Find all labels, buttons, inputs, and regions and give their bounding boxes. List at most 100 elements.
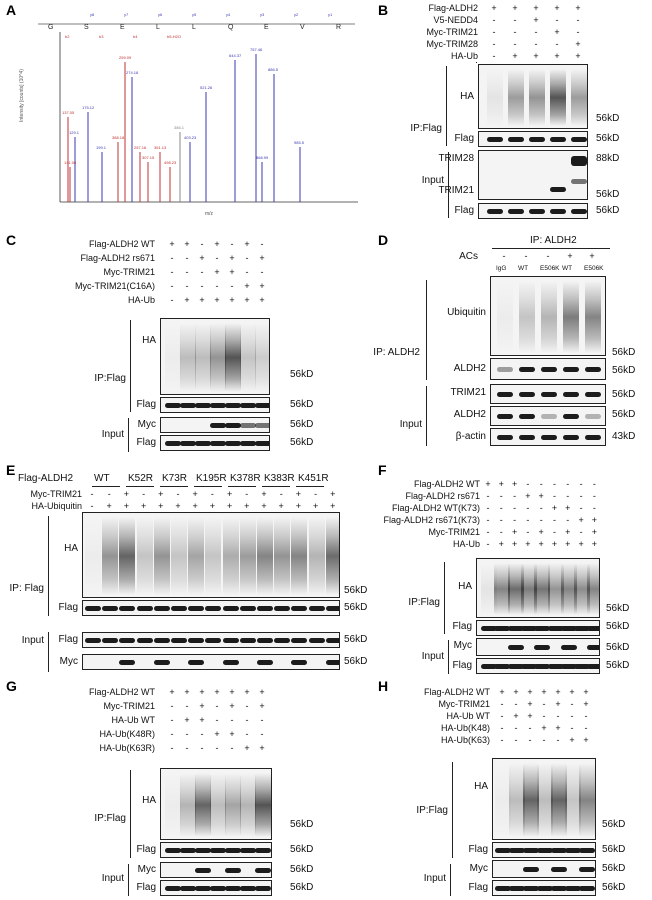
- mw-marker: 56kD: [606, 603, 630, 614]
- ubiquitin-smear: [541, 281, 557, 353]
- condition-sign: -: [499, 503, 503, 513]
- blot-band: [523, 848, 539, 853]
- blot-target: Ubiquitin: [447, 307, 486, 318]
- peak-label: 274.18: [126, 70, 139, 75]
- mutant-label: K73R: [162, 473, 188, 484]
- condition-sign: +: [538, 491, 544, 501]
- condition-sign: -: [579, 503, 583, 513]
- panel-f: Flag-ALDH2 WT + + + - - - - - - Flag-ALDH2 rs671- -…: [380, 462, 652, 676]
- blot-target: TRIM21: [450, 387, 486, 398]
- condition-sign: +: [578, 539, 584, 549]
- ip-label: IP:Flag: [408, 597, 440, 608]
- ubiquitin-smear: [180, 323, 196, 392]
- condition-label: Flag-ALDH2 rs671: [80, 253, 155, 263]
- condition-sign: -: [185, 729, 189, 739]
- mw-marker: 56kD: [290, 419, 314, 430]
- condition-sign: +: [229, 253, 235, 263]
- blot-band: [119, 606, 136, 611]
- condition-sign: -: [90, 501, 94, 511]
- blot-band: [119, 638, 136, 643]
- condition-sign: -: [170, 253, 174, 263]
- condition-sign: -: [499, 515, 503, 525]
- blot-band: [195, 441, 211, 446]
- blot-flag-input: [478, 203, 588, 219]
- blot-trim: [478, 150, 588, 200]
- sequence-residue: L: [156, 24, 160, 31]
- peak-label: 403.23: [184, 135, 197, 140]
- condition-sign: +: [199, 295, 205, 305]
- ubiquitin-smear: [195, 773, 211, 837]
- blot-band: [529, 209, 545, 214]
- condition-sign: -: [553, 527, 556, 537]
- mutant-label: K195R: [196, 473, 227, 484]
- lane-label: E506K: [584, 265, 604, 272]
- condition-sign: -: [553, 491, 556, 501]
- mutant-label: K451R: [298, 473, 329, 484]
- condition-sign: -: [200, 281, 204, 291]
- panel-label-b: B: [378, 2, 389, 18]
- blot-band: [497, 367, 513, 372]
- condition-sign: +: [158, 489, 164, 499]
- peak-label: 137.05: [62, 110, 75, 115]
- blot-band: [571, 156, 587, 166]
- condition-sign: -: [566, 515, 570, 525]
- blot-band: [222, 638, 239, 643]
- blot-band: [239, 638, 256, 643]
- mw-marker: 56kD: [596, 189, 620, 200]
- condition-label: HA-Ub(K48R): [99, 729, 155, 739]
- sequence-residue: Q: [228, 24, 234, 31]
- condition-sign: -: [513, 503, 517, 513]
- condition-label: HA-Ub(K48): [440, 723, 490, 733]
- condition-label: HA-Ub: [127, 295, 155, 305]
- ubiquitin-smear: [520, 563, 537, 615]
- blot-target: Flag: [58, 634, 78, 645]
- mw-marker: 56kD: [606, 642, 630, 653]
- lane-label: WT: [562, 265, 573, 272]
- ubiquitin-smear: [481, 563, 497, 615]
- condition-sign: -: [492, 27, 496, 37]
- condition-label: V5-NEDD4: [433, 15, 478, 25]
- peak-label: 257.16: [134, 145, 147, 150]
- blot-band: [165, 848, 181, 853]
- blot-flag-input: [160, 435, 270, 451]
- blot-band: [563, 414, 579, 419]
- mutant-label: K383R: [264, 473, 295, 484]
- blot-band: [519, 414, 535, 419]
- blot-flag: [160, 842, 272, 858]
- blot-flag-input: [492, 880, 596, 896]
- condition-sign: +: [541, 687, 547, 697]
- condition-sign: +: [527, 711, 533, 721]
- blot-band: [520, 626, 537, 631]
- condition-sign: +: [567, 251, 573, 261]
- blot-band: [257, 638, 273, 643]
- panel-e: Flag-ALDH2 WT K52R K73R K195R K378R K383R K451R…: [0, 462, 378, 676]
- sequence-residue: L: [192, 24, 196, 31]
- mutant-label: K378R: [230, 473, 261, 484]
- condition-sign: +: [259, 253, 265, 263]
- peak-label: 141.06: [64, 160, 77, 165]
- ubiquitin-smear: [495, 763, 511, 837]
- condition-sign: -: [513, 15, 517, 25]
- ubiquitin-smear: [551, 763, 567, 837]
- mw-marker: 56kD: [596, 133, 620, 144]
- input-label: Input: [101, 873, 124, 884]
- condition-sign: +: [169, 687, 175, 697]
- blot-band: [523, 867, 539, 872]
- condition-label: HA-Ub: [450, 51, 478, 61]
- condition-label: Flag-ALDH2 WT: [423, 687, 490, 697]
- blot-band: [551, 867, 567, 872]
- blot-ha: [160, 768, 272, 840]
- condition-sign: +: [184, 239, 190, 249]
- blot-band: [579, 867, 595, 872]
- mw-marker: 56kD: [602, 882, 626, 893]
- blot-band: [180, 403, 196, 408]
- condition-sign: -: [556, 711, 560, 721]
- mw-marker: 56kD: [290, 399, 314, 410]
- blot-target: HA: [460, 91, 474, 102]
- blot-ha: [160, 318, 270, 395]
- ubiquitin-smear: [507, 563, 524, 615]
- blot-target: Flag: [454, 133, 474, 144]
- condition-sign: +: [591, 527, 598, 537]
- condition-sign: -: [185, 743, 189, 753]
- condition-sign: +: [229, 687, 235, 697]
